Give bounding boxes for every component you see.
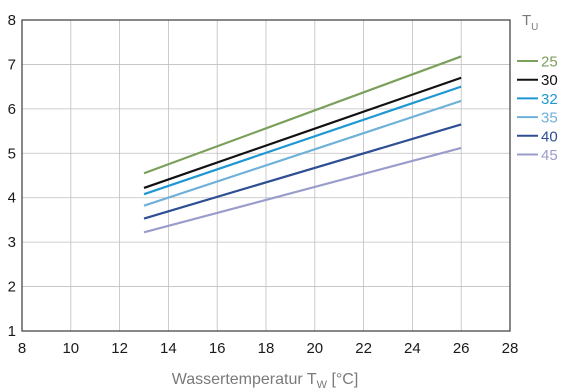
x-axis-title-sub: W [317, 379, 328, 391]
y-tick-label: 8 [8, 12, 16, 29]
x-axis-title: Wassertemperatur TW [°C] [172, 371, 359, 391]
series-line-32 [143, 85, 462, 196]
legend-label-35: 35 [541, 110, 558, 127]
series-line-30 [143, 76, 462, 189]
x-tick-label: 22 [355, 340, 372, 357]
legend-label-25: 25 [541, 54, 558, 71]
plot-frame [21, 19, 511, 332]
legend-label-40: 40 [541, 128, 558, 145]
y-tick-label: 2 [8, 279, 16, 296]
x-axis-title-unit: [°C] [327, 371, 358, 388]
legend-title-sub: U [531, 22, 538, 33]
y-tick-label: 4 [8, 190, 16, 207]
legend-label-32: 32 [541, 91, 558, 108]
x-tick-label: 24 [404, 340, 421, 357]
series-lines [143, 55, 462, 234]
x-tick-label: 16 [209, 340, 226, 357]
x-axis-title-main: Wassertemperatur T [172, 371, 317, 388]
x-tick-label: 14 [160, 340, 177, 357]
x-tick-label: 28 [502, 340, 519, 357]
y-tick-label: 1 [8, 323, 16, 340]
y-tick-label: 5 [8, 145, 16, 162]
x-tick-label: 18 [258, 340, 275, 357]
legend-label-30: 30 [541, 72, 558, 89]
x-tick-label: 26 [453, 340, 470, 357]
grid [21, 19, 511, 332]
x-ticks: 8 10 12 14 16 18 20 22 24 26 28 [18, 340, 519, 357]
y-ticks: 1 2 3 4 5 6 7 8 [8, 12, 16, 340]
legend-title: TU [522, 12, 538, 33]
series-line-45 [143, 146, 462, 234]
legend-label-45: 45 [541, 147, 558, 164]
x-tick-label: 8 [18, 340, 26, 357]
y-tick-label: 6 [8, 101, 16, 118]
series-line-25 [143, 55, 462, 175]
y-tick-label: 3 [8, 234, 16, 251]
x-tick-label: 20 [306, 340, 323, 357]
x-tick-label: 10 [62, 340, 79, 357]
legend-title-main: T [522, 12, 531, 29]
series-line-40 [143, 123, 462, 220]
x-tick-label: 12 [111, 340, 128, 357]
y-tick-label: 7 [8, 56, 16, 73]
series-line-35 [143, 99, 462, 207]
